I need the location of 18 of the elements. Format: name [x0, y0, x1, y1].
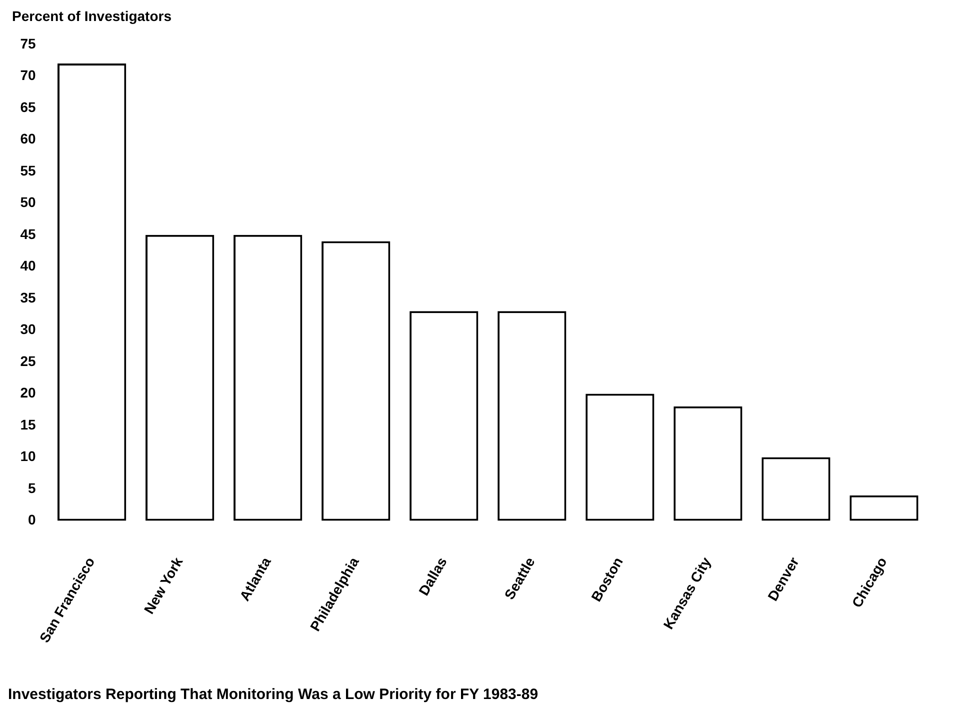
- y-tick-label: 45: [20, 226, 36, 242]
- y-tick-label: 35: [20, 289, 36, 306]
- y-tick-label: 70: [20, 67, 36, 84]
- y-tick-label: 50: [20, 194, 36, 210]
- y-tick-label: 15: [20, 416, 36, 432]
- y-tick-label: 55: [20, 162, 36, 178]
- y-tick-label: 0: [28, 512, 36, 528]
- y-tick-label: 75: [20, 35, 36, 52]
- y-tick-label: 10: [20, 448, 36, 464]
- y-tick-label: 40: [20, 258, 36, 274]
- text: Investigators Reporting That Monitoring Was a Low Priority for FY 1983-89: [8, 686, 538, 704]
- y-tick-label: 60: [20, 130, 36, 147]
- y-tick-label: 30: [20, 321, 36, 338]
- y-tick-label: 65: [20, 98, 36, 115]
- y-tick-label: 5: [28, 480, 36, 496]
- y-axis-title: Percent of Investigators: [12, 8, 172, 24]
- y-tick-label: 25: [20, 352, 36, 369]
- y-tick-label: 20: [20, 384, 36, 401]
